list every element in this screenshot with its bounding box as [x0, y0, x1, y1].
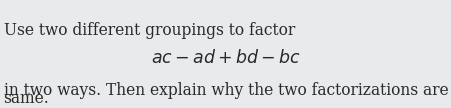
Text: in two ways. Then explain why the two factorizations are the: in two ways. Then explain why the two fa…: [4, 82, 451, 99]
Text: same.: same.: [4, 90, 49, 107]
Text: $ac - ad + bd - bc$: $ac - ad + bd - bc$: [151, 49, 300, 67]
Text: Use two different groupings to factor: Use two different groupings to factor: [4, 22, 294, 39]
